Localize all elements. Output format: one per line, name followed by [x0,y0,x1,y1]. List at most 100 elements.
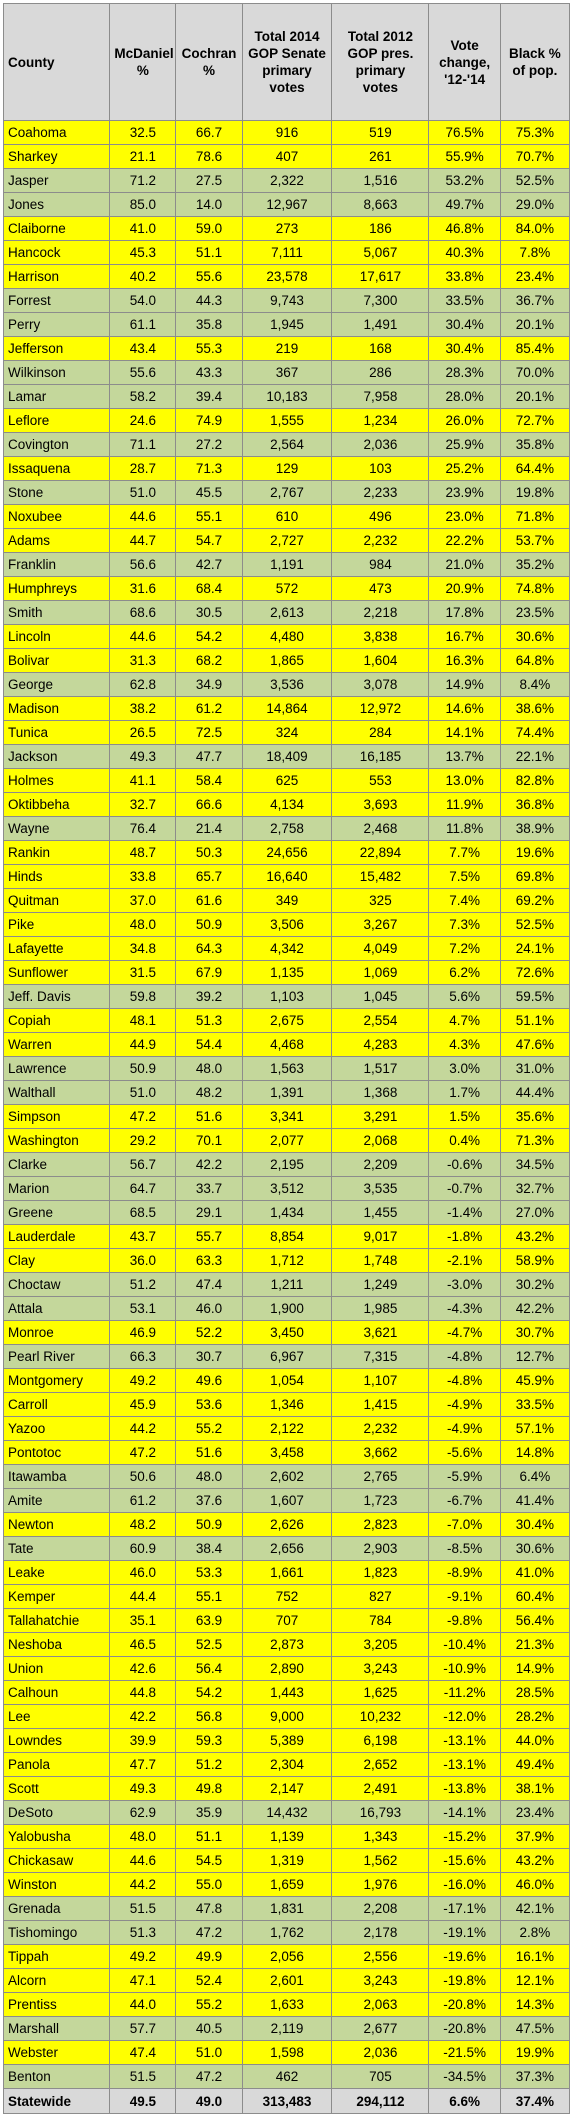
mcdaniel-cell: 46.5 [109,1632,177,1657]
votes-2012-cell: 1,723 [331,1488,430,1513]
cochran-cell: 59.0 [175,216,243,241]
vote-change-cell: -11.2% [428,1680,501,1705]
table-row: Wilkinson 55.6 43.3 367 286 28.3% 70.0% [2,360,571,385]
mcdaniel-cell: 55.6 [109,360,177,385]
mcdaniel-cell: 56.7 [109,1152,177,1177]
county-cell: Wayne [2,816,111,841]
votes-2014-cell: 1,762 [241,1920,333,1945]
vote-change-cell: -5.6% [428,1440,501,1465]
table-row: Jasper 71.2 27.5 2,322 1,516 53.2% 52.5% [2,168,571,193]
black-pct-cell: 21.3% [499,1632,571,1657]
votes-2014-cell: 1,563 [241,1056,333,1081]
black-pct-cell: 20.1% [499,384,571,409]
cochran-cell: 51.1 [175,1824,243,1849]
county-cell: Forrest [2,288,111,313]
vote-change-cell: -5.9% [428,1464,501,1489]
votes-2012-cell: 1,249 [331,1272,430,1297]
mcdaniel-cell: 58.2 [109,384,177,409]
votes-2012-cell: 2,765 [331,1464,430,1489]
cochran-cell: 37.6 [175,1488,243,1513]
table-row: Tate 60.9 38.4 2,656 2,903 -8.5% 30.6% [2,1536,571,1561]
mcdaniel-cell: 31.5 [109,960,177,985]
table-row: Clarke 56.7 42.2 2,195 2,209 -0.6% 34.5% [2,1152,571,1177]
vote-change-cell: -4.8% [428,1344,501,1369]
votes-2012-cell: 2,178 [331,1920,430,1945]
county-cell: Pontotoc [2,1440,111,1465]
cochran-cell: 39.4 [175,384,243,409]
votes-2014-cell: 18,409 [241,744,333,769]
cochran-cell: 55.3 [175,336,243,361]
black-pct-cell: 44.4% [499,1080,571,1105]
cochran-cell: 55.1 [175,504,243,529]
table-row: Hinds 33.8 65.7 16,640 15,482 7.5% 69.8% [2,864,571,889]
cochran-cell: 39.2 [175,984,243,1009]
votes-2014-cell: 1,633 [241,1992,333,2017]
vote-change-cell: -20.8% [428,2016,501,2041]
cochran-cell: 51.6 [175,1440,243,1465]
black-pct-cell: 38.9% [499,816,571,841]
total-votes-2012-cell: 294,112 [331,2088,430,2114]
county-cell: Quitman [2,888,111,913]
cochran-cell: 58.4 [175,768,243,793]
vote-change-cell: -20.8% [428,1992,501,2017]
table-row: Clay 36.0 63.3 1,712 1,748 -2.1% 58.9% [2,1248,571,1273]
vote-change-cell: 7.4% [428,888,501,913]
votes-2012-cell: 1,491 [331,312,430,337]
table-row: Webster 47.4 51.0 1,598 2,036 -21.5% 19.9% [2,2040,571,2065]
votes-2014-cell: 2,195 [241,1152,333,1177]
vote-change-cell: -8.5% [428,1536,501,1561]
vote-change-cell: 11.8% [428,816,501,841]
votes-2014-cell: 1,831 [241,1896,333,1921]
cochran-cell: 61.2 [175,696,243,721]
black-pct-cell: 74.4% [499,720,571,745]
votes-2012-cell: 9,017 [331,1224,430,1249]
mcdaniel-cell: 49.2 [109,1944,177,1969]
county-cell: Scott [2,1776,111,1801]
county-cell: Tishomingo [2,1920,111,1945]
mcdaniel-cell: 31.3 [109,648,177,673]
mcdaniel-cell: 48.1 [109,1008,177,1033]
black-pct-cell: 44.0% [499,1728,571,1753]
votes-2014-cell: 1,443 [241,1680,333,1705]
votes-2012-cell: 3,243 [331,1968,430,1993]
votes-2012-cell: 984 [331,552,430,577]
votes-2014-cell: 1,191 [241,552,333,577]
votes-2012-cell: 3,078 [331,672,430,697]
cochran-cell: 55.0 [175,1872,243,1897]
table-row: Tunica 26.5 72.5 324 284 14.1% 74.4% [2,720,571,745]
mcdaniel-cell: 43.7 [109,1224,177,1249]
table-row: Leake 46.0 53.3 1,661 1,823 -8.9% 41.0% [2,1560,571,1585]
votes-2014-cell: 324 [241,720,333,745]
votes-2012-cell: 2,209 [331,1152,430,1177]
vote-change-cell: -10.4% [428,1632,501,1657]
votes-2012-cell: 496 [331,504,430,529]
vote-change-cell: -13.1% [428,1752,501,1777]
mcdaniel-cell: 41.1 [109,768,177,793]
statewide-total-row: Statewide 49.5 49.0 313,483 294,112 6.6% 37.4% [2,2088,571,2114]
cochran-cell: 47.8 [175,1896,243,1921]
cochran-cell: 56.4 [175,1656,243,1681]
mcdaniel-cell: 35.1 [109,1608,177,1633]
table-row: Tishomingo 51.3 47.2 1,762 2,178 -19.1% 2.8% [2,1920,571,1945]
black-pct-cell: 8.4% [499,672,571,697]
votes-2012-cell: 7,300 [331,288,430,313]
county-cell: Jeff. Davis [2,984,111,1009]
table-body: Coahoma 32.5 66.7 916 519 76.5% 75.3% Sharkey 21… [2,120,571,2114]
county-cell: Wilkinson [2,360,111,385]
cochran-cell: 27.2 [175,432,243,457]
votes-2014-cell: 916 [241,120,333,145]
vote-change-cell: 23.9% [428,480,501,505]
mcdaniel-cell: 47.2 [109,1104,177,1129]
vote-change-cell: -13.8% [428,1776,501,1801]
vote-change-cell: 25.2% [428,456,501,481]
votes-2014-cell: 129 [241,456,333,481]
mcdaniel-cell: 44.6 [109,504,177,529]
county-cell: Tippah [2,1944,111,1969]
county-cell: Franklin [2,552,111,577]
vote-change-cell: -12.0% [428,1704,501,1729]
mcdaniel-cell: 48.0 [109,912,177,937]
county-cell: Stone [2,480,111,505]
votes-2012-cell: 168 [331,336,430,361]
vote-change-cell: 21.0% [428,552,501,577]
cochran-cell: 55.2 [175,1416,243,1441]
